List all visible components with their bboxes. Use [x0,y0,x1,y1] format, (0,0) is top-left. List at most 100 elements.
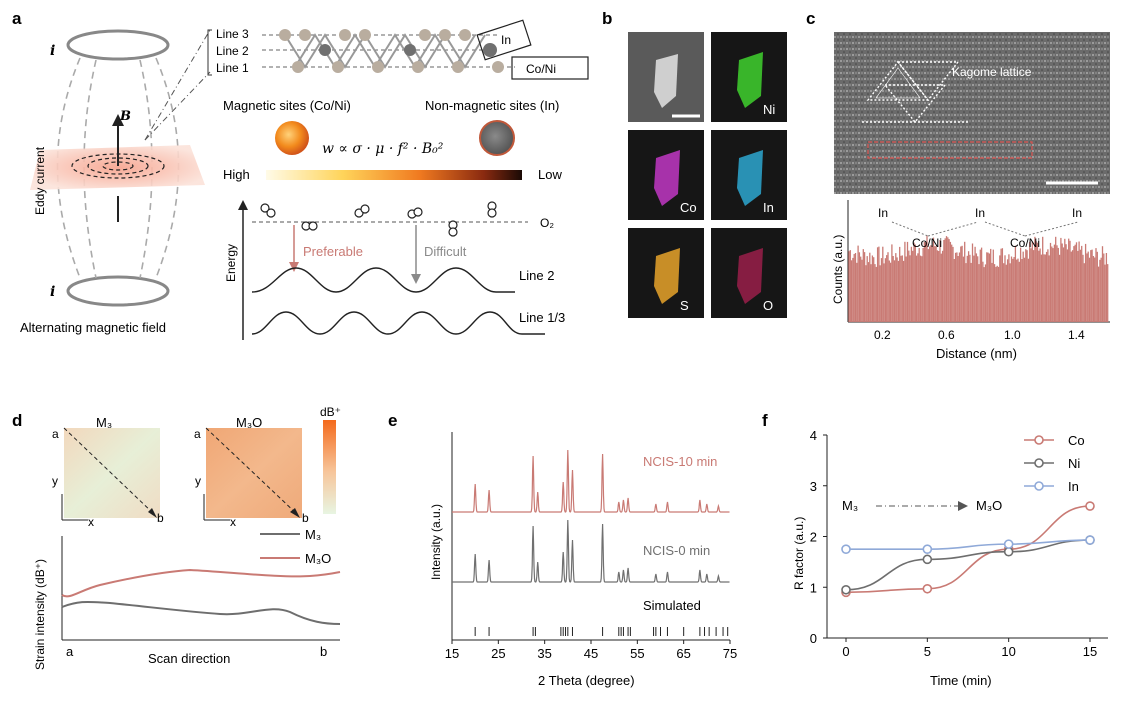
f-ytick-label: 3 [810,479,817,494]
xrd-series-label: NCIS-0 min [643,543,710,558]
f-point [1085,501,1095,511]
svg-text:b: b [320,644,327,659]
c-label-in-1: In [878,206,888,220]
energy-axis-label: Energy [224,244,238,282]
svg-text:1.4: 1.4 [1068,328,1085,342]
panel-f: 0 1 2 3 4 0 5 10 15 Co Ni In M₃ M₃O R factor (a.u.) Tim… [792,428,1108,688]
current-label-top: i [50,43,55,59]
lattice-atoms [279,29,504,73]
f-point [841,584,851,595]
element-map-flake [737,150,763,206]
f-series-line [845,539,1091,591]
svg-text:1.0: 1.0 [1004,328,1021,342]
e-tick-label: 65 [676,646,690,661]
stem-image [834,32,1110,194]
panel-label-e: e [388,411,397,430]
svg-text:x: x [230,515,236,529]
f-point [1003,546,1014,557]
panel-label-f: f [762,411,768,430]
f-legend-marker [1034,481,1044,491]
e-tick-label: 55 [630,646,644,661]
e-ylabel: Intensity (a.u.) [429,504,443,580]
current-label-bottom: i [50,284,55,300]
panel-label-a: a [12,9,22,28]
f-ytick-label: 1 [810,580,817,595]
flake-shape [654,54,678,108]
svg-text:y: y [195,474,201,488]
f-legend-label: Ni [1068,456,1080,471]
f-series-line [846,539,1091,550]
e-xlabel: 2 Theta (degree) [538,673,635,688]
intensity-profile [848,235,1109,322]
line13-curve [251,311,545,335]
alternating-field-label: Alternating magnetic field [20,320,166,335]
element-label: O [763,298,773,313]
f-ytick-label: 4 [810,428,817,443]
f-xtick-label: 15 [1083,644,1097,659]
line1-label: Line 1 [216,61,249,75]
d-xlabel: Scan direction [148,651,230,666]
f-annotation-from: M₃ [842,498,858,513]
f-point [922,544,933,554]
heating-gradient-bar [266,170,522,180]
svg-text:a: a [66,644,74,659]
f-point [922,554,933,565]
coni-callout [511,56,589,80]
nonmagnetic-site-icon [479,120,515,156]
svg-text:x: x [88,515,94,529]
svg-text:b: b [302,511,309,525]
svg-text:b: b [157,511,164,525]
panel-a: i i B Eddy current Alternating magnetic … [20,19,589,340]
f-legend-label: In [1068,479,1079,494]
element-map-flake [654,150,680,206]
d-legend-m3o: M₃O [305,551,331,566]
panel-label-d: d [12,411,22,430]
element-map-flake [654,248,680,304]
map1-title: M₃ [96,415,112,430]
line2-curve [251,267,515,293]
f-xlabel: Time (min) [930,673,992,688]
c-label-coni-2: Co/Ni [1010,236,1040,250]
f-point [922,583,933,594]
difficult-label: Difficult [424,244,467,259]
kagome-label: Kagome lattice [952,65,1032,79]
coni-callout-label: Co/Ni [526,62,556,76]
strain-curve-m3 [61,600,341,625]
eddy-plate [30,145,205,190]
in-callout [476,19,532,61]
panel-b: Ni Co In S O [628,32,787,318]
element-map-flake [737,52,763,108]
c-xlabel: Distance (nm) [936,346,1017,361]
c-label-coni-1: Co/Ni [912,236,942,250]
f-xtick-label: 10 [1001,644,1015,659]
f-ytick-label: 2 [810,530,817,545]
d-ylabel: Strain intensity (dB⁺) [33,559,47,670]
high-label: High [223,167,250,182]
line2-label: Line 2 [216,44,249,58]
e-tick-label: 35 [537,646,551,661]
panel-label-c: c [806,9,815,28]
f-point [1085,535,1095,545]
element-label: Co [680,200,697,215]
f-ytick-label: 0 [810,631,817,646]
magnetic-site-icon [275,121,309,155]
svg-text:a: a [52,427,59,441]
f-legend-marker [1034,458,1044,468]
panel-c: Kagome lattice In In In Co/Ni Co/Ni Coun… [831,32,1110,361]
e-tick-label: 45 [584,646,598,661]
eddy-current-label: Eddy current [33,146,47,215]
f-xtick-label: 0 [842,644,849,659]
xrd-simulated-label: Simulated [643,598,701,613]
panel-e: 15 25 35 45 55 65 75 NCIS-10 min NCIS-0 min Simul… [429,432,737,688]
colorbar [323,420,336,514]
element-label: In [763,200,774,215]
xrd-series-label: NCIS-10 min [643,454,717,469]
c-label-in-2: In [975,206,985,220]
line3-label: Line 3 [216,27,249,41]
f-point [1003,539,1014,549]
f-ylabel: R factor (a.u.) [792,517,806,590]
e-tick-label: 15 [445,646,459,661]
svg-text:a: a [194,427,201,441]
f-annotation-arrowhead [958,501,968,511]
